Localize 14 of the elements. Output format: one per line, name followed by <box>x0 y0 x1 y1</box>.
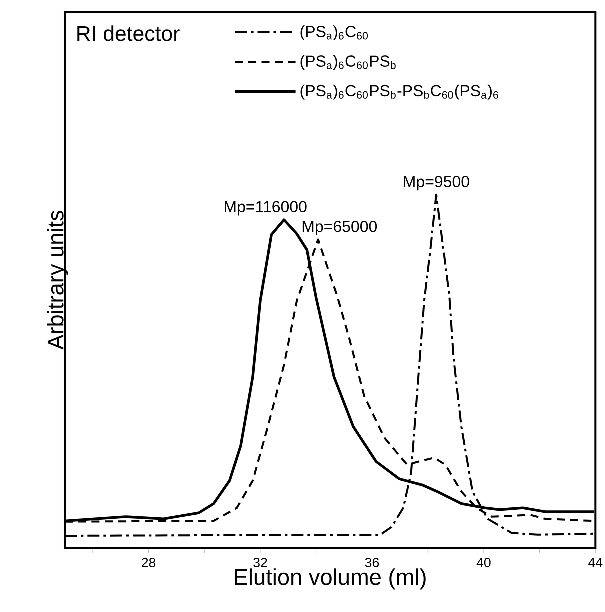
legend-label: (PS$_{a}$)$_{6}$C$_{60}$PS$_{b}$ <box>300 55 396 70</box>
x-tick-label: 32 <box>254 558 268 568</box>
annotation: Mp=65000 <box>303 220 378 236</box>
legend-title: RI detector <box>78 26 180 42</box>
x-axis-title: Elution volume (ml) <box>235 568 426 590</box>
y-axis-title: Arbitrary units <box>47 210 68 350</box>
text: (PS$_{a}$)$_{6}$C$_{60}$PS$_{b}$-PS$_{b}$C$_{60}$(PS$_{a}$)$_{6}$ <box>300 84 499 100</box>
x-tick-label: 40 <box>477 558 492 568</box>
annotation: Mp=9500 <box>404 176 470 191</box>
x-tick-label: 36 <box>365 558 380 568</box>
annotation: Mp=116000 <box>225 201 308 216</box>
legend-label: (PS$_{a}$)$_{6}$C$_{60}$ <box>300 26 368 41</box>
x-tick-label: 28 <box>142 558 156 568</box>
x-tick-label: 44 <box>588 558 603 568</box>
